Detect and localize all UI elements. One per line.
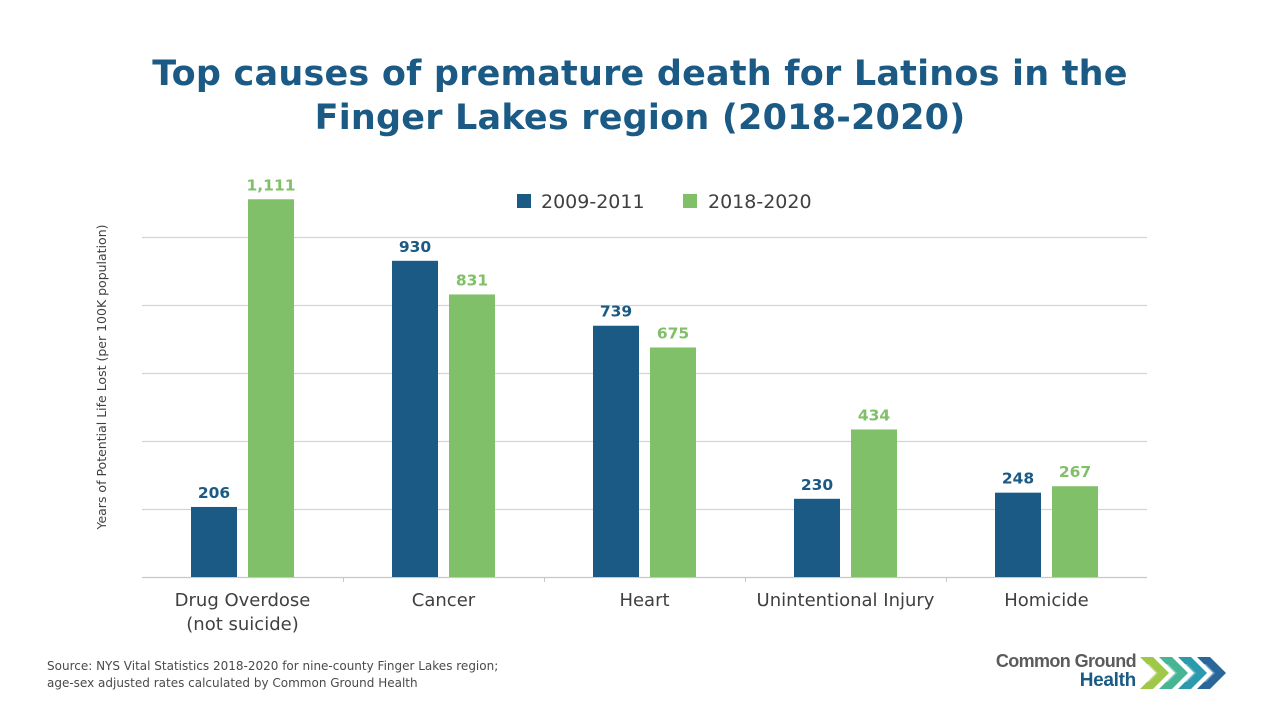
bar-2018-2020 bbox=[449, 294, 495, 577]
logo-chevron bbox=[1197, 657, 1226, 689]
x-axis-label: Unintentional Injury bbox=[757, 590, 935, 611]
data-label-2009-2011: 206 bbox=[198, 484, 230, 502]
legend-label-2009-2011: 2009-2011 bbox=[541, 191, 645, 213]
legend-label-2018-2020: 2018-2020 bbox=[708, 191, 812, 213]
bar-2009-2011 bbox=[794, 498, 840, 577]
logo-text-line-2: Health bbox=[1079, 670, 1137, 691]
logo-chevron-highlight bbox=[1164, 664, 1177, 682]
bar-2018-2020 bbox=[248, 199, 294, 577]
chart-title-line-2: Finger Lakes region (2018-2020) bbox=[314, 98, 966, 138]
x-axis-label: Homicide bbox=[1004, 590, 1088, 611]
chevron-arrows-icon bbox=[1140, 657, 1226, 689]
bars bbox=[191, 199, 1098, 577]
bar-2018-2020 bbox=[650, 347, 696, 577]
logo-chevron bbox=[1140, 657, 1169, 689]
data-labels: 206 1,111 930 831 739 675 230 434 248 267 bbox=[198, 176, 1091, 502]
logo-chevron bbox=[1159, 657, 1188, 689]
x-axis-label: Cancer bbox=[412, 590, 476, 611]
bar-2018-2020 bbox=[851, 429, 897, 577]
bar-2009-2011 bbox=[191, 506, 237, 577]
source-note: Source: NYS Vital Statistics 2018-2020 f… bbox=[47, 658, 498, 692]
data-label-2018-2020: 434 bbox=[858, 406, 891, 424]
data-label-2018-2020: 675 bbox=[657, 325, 689, 343]
chart-title: Top causes of premature death for Latino… bbox=[0, 52, 1280, 140]
bar-2009-2011 bbox=[392, 260, 438, 577]
chart-title-line-1: Top causes of premature death for Latino… bbox=[152, 54, 1128, 94]
x-axis-label: Drug Overdose bbox=[175, 590, 311, 611]
logo-text-line-1: Common Ground bbox=[995, 651, 1137, 671]
bar-2009-2011 bbox=[995, 492, 1041, 577]
x-axis-label: (not suicide) bbox=[186, 614, 298, 635]
bar-chart: 206 1,111 930 831 739 675 230 434 248 267 Drug Ov… bbox=[94, 176, 1147, 635]
data-label-2018-2020: 267 bbox=[1059, 463, 1091, 481]
y-axis-label: Years of Potential Life Lost (per 100K p… bbox=[94, 224, 109, 530]
gridlines bbox=[142, 236, 1147, 582]
data-label-2009-2011: 230 bbox=[801, 476, 834, 494]
bar-2018-2020 bbox=[1052, 486, 1098, 577]
legend-swatch-2009-2011 bbox=[517, 194, 531, 208]
logo-chevron-highlight bbox=[1183, 664, 1196, 682]
data-label-2018-2020: 831 bbox=[456, 271, 488, 289]
source-line-1: Source: NYS Vital Statistics 2018-2020 f… bbox=[47, 659, 499, 673]
source-line-2: age-sex adjusted rates calculated by Com… bbox=[47, 676, 418, 690]
data-label-2009-2011: 930 bbox=[399, 238, 432, 256]
legend: 2009-2011 2018-2020 bbox=[517, 191, 812, 213]
bar-2009-2011 bbox=[593, 325, 639, 577]
data-label-2009-2011: 739 bbox=[600, 303, 632, 321]
legend-swatch-2018-2020 bbox=[683, 194, 697, 208]
data-label-2009-2011: 248 bbox=[1002, 470, 1034, 488]
logo-chevron bbox=[1178, 657, 1207, 689]
logo-chevron-highlight bbox=[1202, 664, 1215, 682]
data-label-2018-2020: 1,111 bbox=[246, 176, 295, 194]
x-axis-label: Heart bbox=[619, 590, 669, 611]
x-axis-labels: Drug Overdose (not suicide) Cancer Heart Uni… bbox=[175, 590, 1089, 635]
logo-chevron-highlight bbox=[1145, 664, 1158, 682]
common-ground-health-logo: Common Ground Health bbox=[976, 652, 1236, 694]
